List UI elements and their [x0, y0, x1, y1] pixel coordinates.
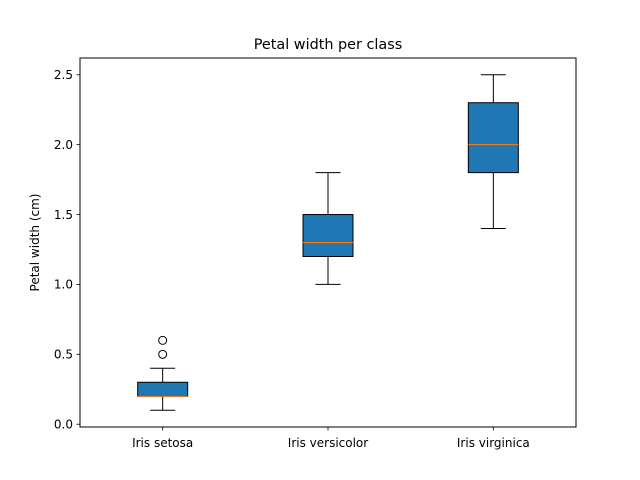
y-tick-label: 0.0 — [54, 418, 73, 432]
box-iqr — [302, 214, 354, 257]
box-iqr — [137, 381, 189, 397]
y-axis-label: Petal width (cm) — [28, 194, 42, 292]
x-tick-label: Iris virginica — [457, 436, 530, 450]
outlier-point — [158, 335, 168, 345]
y-tick-label: 2.5 — [54, 68, 73, 82]
x-tick-label: Iris versicolor — [288, 436, 368, 450]
y-tick-label: 2.0 — [54, 138, 73, 152]
y-tick-label: 0.5 — [54, 348, 73, 362]
x-tick-label: Iris setosa — [132, 436, 193, 450]
y-tick-label: 1.0 — [54, 278, 73, 292]
box-iqr — [467, 102, 519, 174]
outlier-point — [158, 349, 168, 359]
y-tick-label: 1.5 — [54, 208, 73, 222]
plot-area: 0.0 0.5 1.0 1.5 2.0 2.5 Iris setosa Iris versic… — [54, 68, 530, 450]
chart-title: Petal width per class — [254, 37, 403, 53]
plot-frame — [79, 57, 577, 428]
